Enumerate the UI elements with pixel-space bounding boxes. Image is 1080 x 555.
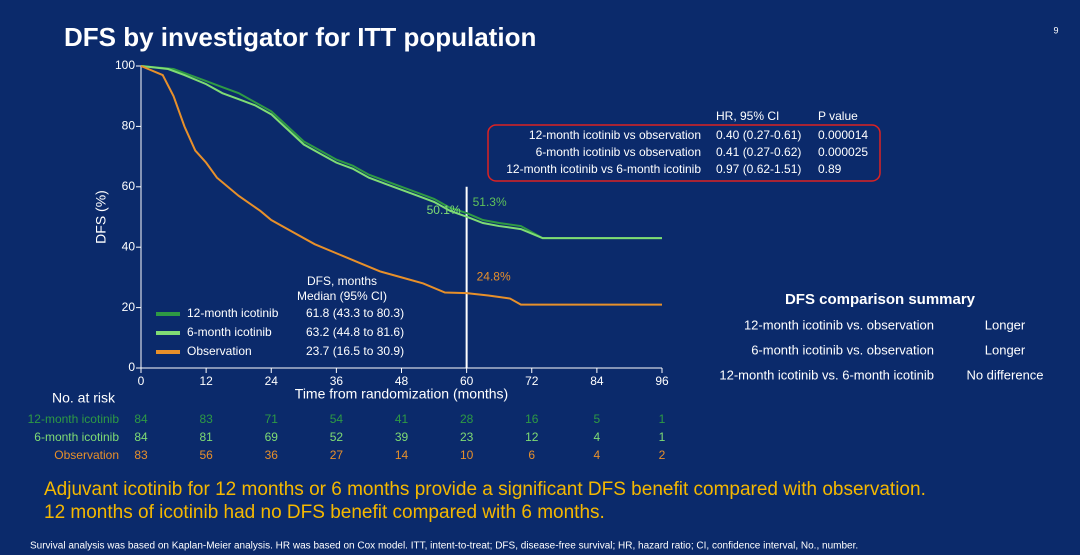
summary-result: Longer bbox=[985, 342, 1026, 357]
x-tick-label: 0 bbox=[138, 374, 145, 388]
x-tick-label: 84 bbox=[590, 374, 604, 388]
at-risk-count: 12 bbox=[525, 430, 539, 444]
x-tick-label: 36 bbox=[330, 374, 344, 388]
at-risk-count: 10 bbox=[460, 448, 474, 462]
hr-cell: 0.000025 bbox=[818, 145, 868, 159]
at-risk-title: No. at risk bbox=[52, 390, 116, 406]
legend-median: 61.8 (43.3 to 80.3) bbox=[306, 306, 404, 320]
slide-title: DFS by investigator for ITT population bbox=[64, 22, 536, 52]
summary-comparison: 6-month icotinib vs. observation bbox=[751, 342, 934, 357]
hr-cell: 12-month icotinib vs 6-month icotinib bbox=[506, 162, 701, 176]
at-risk-count: 23 bbox=[460, 430, 474, 444]
footnote: Survival analysis was based on Kaplan-Me… bbox=[30, 541, 858, 552]
annotation: 24.8% bbox=[477, 269, 511, 283]
at-risk-count: 4 bbox=[594, 448, 601, 462]
y-tick-label: 40 bbox=[122, 239, 136, 253]
at-risk-count: 84 bbox=[134, 430, 148, 444]
hr-cell: 0.000014 bbox=[818, 128, 868, 142]
legend-title: Median (95% CI) bbox=[297, 289, 387, 303]
at-risk-count: 81 bbox=[199, 430, 213, 444]
legend-median: 63.2 (44.8 to 81.6) bbox=[306, 325, 404, 339]
hr-cell: 0.97 (0.62-1.51) bbox=[716, 162, 801, 176]
legend-median: 23.7 (16.5 to 30.9) bbox=[306, 344, 404, 358]
hr-header: HR, 95% CI bbox=[716, 109, 779, 123]
x-axis-label: Time from randomization (months) bbox=[295, 386, 508, 402]
km-curve bbox=[140, 65, 662, 306]
x-tick-label: 12 bbox=[199, 374, 213, 388]
conclusion: 12 months of icotinib had no DFS benefit… bbox=[44, 502, 605, 523]
hr-cell: 12-month icotinib vs observation bbox=[529, 128, 701, 142]
summary-title: DFS comparison summary bbox=[785, 291, 976, 308]
y-tick-label: 0 bbox=[128, 360, 135, 374]
y-tick-label: 100 bbox=[115, 58, 135, 72]
at-risk-label: Observation bbox=[54, 448, 119, 462]
annotation: 51.3% bbox=[473, 195, 507, 209]
at-risk-count: 69 bbox=[265, 430, 279, 444]
x-tick-label: 72 bbox=[525, 374, 539, 388]
hr-header: P value bbox=[818, 109, 858, 123]
hr-cell: 0.40 (0.27-0.61) bbox=[716, 128, 801, 142]
at-risk-count: 28 bbox=[460, 412, 474, 426]
page-number: 9 bbox=[1053, 25, 1058, 35]
legend-label: 6-month icotinib bbox=[187, 325, 272, 339]
y-tick-label: 60 bbox=[122, 179, 136, 193]
y-tick-label: 80 bbox=[122, 119, 136, 133]
at-risk-count: 16 bbox=[525, 412, 539, 426]
hr-cell: 0.89 bbox=[818, 162, 842, 176]
hr-box bbox=[487, 124, 881, 182]
km-curve bbox=[140, 65, 662, 240]
y-axis-label: DFS (%) bbox=[93, 190, 109, 244]
summary-result: No difference bbox=[966, 367, 1043, 382]
summary-comparison: 12-month icotinib vs. observation bbox=[744, 317, 934, 332]
at-risk-count: 84 bbox=[134, 412, 148, 426]
x-tick-label: 96 bbox=[655, 374, 669, 388]
summary-result: Longer bbox=[985, 317, 1026, 332]
legend-label: 12-month icotinib bbox=[187, 306, 279, 320]
at-risk-count: 83 bbox=[199, 412, 213, 426]
at-risk-count: 56 bbox=[199, 448, 213, 462]
legend-title: DFS, months bbox=[307, 274, 377, 288]
at-risk-count: 36 bbox=[265, 448, 279, 462]
at-risk-count: 14 bbox=[395, 448, 409, 462]
at-risk-label: 12-month icotinib bbox=[28, 412, 120, 426]
at-risk-count: 52 bbox=[330, 430, 344, 444]
y-tick-label: 20 bbox=[122, 300, 136, 314]
at-risk-count: 27 bbox=[330, 448, 344, 462]
at-risk-count: 39 bbox=[395, 430, 409, 444]
at-risk-count: 5 bbox=[594, 412, 601, 426]
at-risk-count: 6 bbox=[528, 448, 535, 462]
km-curve bbox=[140, 65, 662, 240]
at-risk-count: 54 bbox=[330, 412, 344, 426]
x-tick-label: 60 bbox=[460, 374, 474, 388]
x-tick-label: 24 bbox=[265, 374, 279, 388]
hr-cell: 0.41 (0.27-0.62) bbox=[716, 145, 801, 159]
legend-label: Observation bbox=[187, 344, 252, 358]
summary-comparison: 12-month icotinib vs. 6-month icotinib bbox=[719, 367, 934, 382]
at-risk-count: 4 bbox=[594, 430, 601, 444]
conclusion: Adjuvant icotinib for 12 months or 6 mon… bbox=[44, 479, 926, 500]
at-risk-count: 2 bbox=[659, 448, 666, 462]
at-risk-count: 71 bbox=[265, 412, 279, 426]
at-risk-count: 41 bbox=[395, 412, 409, 426]
annotation: 50.1% bbox=[427, 203, 461, 217]
at-risk-count: 1 bbox=[659, 430, 666, 444]
at-risk-count: 1 bbox=[659, 412, 666, 426]
hr-cell: 6-month icotinib vs observation bbox=[536, 145, 701, 159]
at-risk-count: 83 bbox=[134, 448, 148, 462]
at-risk-label: 6-month icotinib bbox=[34, 430, 119, 444]
x-tick-label: 48 bbox=[395, 374, 409, 388]
